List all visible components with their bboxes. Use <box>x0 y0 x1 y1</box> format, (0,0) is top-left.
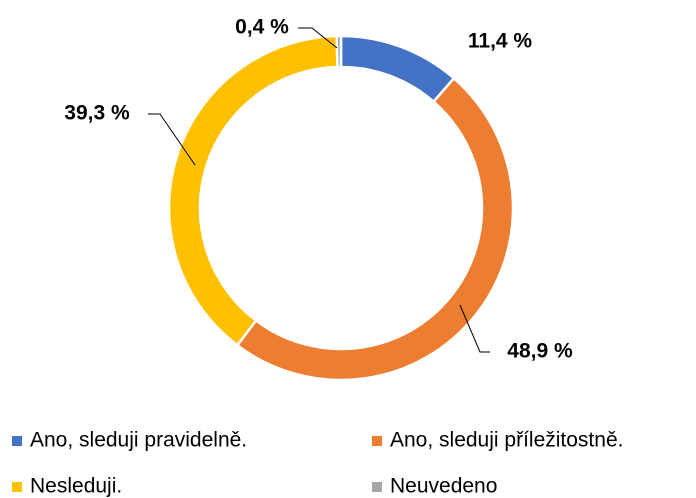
leader-line <box>298 27 338 49</box>
legend-label: Nesleduji. <box>30 475 122 498</box>
legend-swatch <box>12 482 22 492</box>
legend-swatch <box>372 482 382 492</box>
data-label: 0,4 % <box>235 16 289 39</box>
legend-swatch <box>12 436 22 446</box>
data-label: 11,4 % <box>468 30 533 53</box>
legend-swatch <box>372 436 382 446</box>
data-label: 39,3 % <box>64 102 130 125</box>
data-label: 48,9 % <box>507 340 573 363</box>
legend-label: Neuvedeno <box>390 475 497 498</box>
donut-segment <box>335 34 343 69</box>
donut-segment <box>167 34 339 347</box>
donut-segment <box>235 76 515 382</box>
legend-label: Ano, sleduji příležitostně. <box>390 429 623 452</box>
leader-line <box>148 113 196 166</box>
leader-line <box>459 304 490 353</box>
donut-segment <box>339 34 456 104</box>
legend-label: Ano, sleduji pravidelně. <box>30 429 247 452</box>
